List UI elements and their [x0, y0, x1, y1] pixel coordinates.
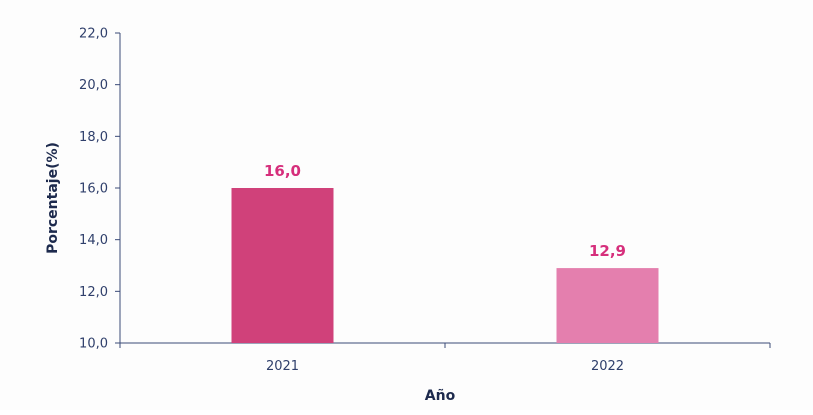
data-label: 16,0	[264, 162, 301, 180]
data-labels: 16,0 12,9	[264, 162, 626, 260]
y-tick-label: 14,0	[79, 233, 108, 248]
y-tick-label: 18,0	[79, 130, 108, 145]
y-axis: 10,0 12,0 14,0 16,0 18,0 20,0 22,0	[79, 27, 121, 352]
y-tick-label: 22,0	[79, 27, 108, 42]
x-tick-label: 2021	[266, 359, 299, 374]
bars	[231, 188, 659, 343]
bar-2021	[231, 188, 334, 343]
data-label: 12,9	[589, 242, 626, 260]
y-axis-title: Porcentaje(%)	[45, 142, 61, 254]
x-axis-title: Año	[425, 388, 456, 404]
bar-2022	[556, 268, 659, 343]
y-tick-label: 12,0	[79, 285, 108, 300]
x-tick-label: 2022	[591, 359, 624, 374]
y-tick-label: 20,0	[79, 78, 108, 93]
x-axis: 2021 2022	[119, 342, 771, 374]
y-tick-label: 16,0	[79, 182, 108, 197]
y-tick-label: 10,0	[79, 337, 108, 352]
